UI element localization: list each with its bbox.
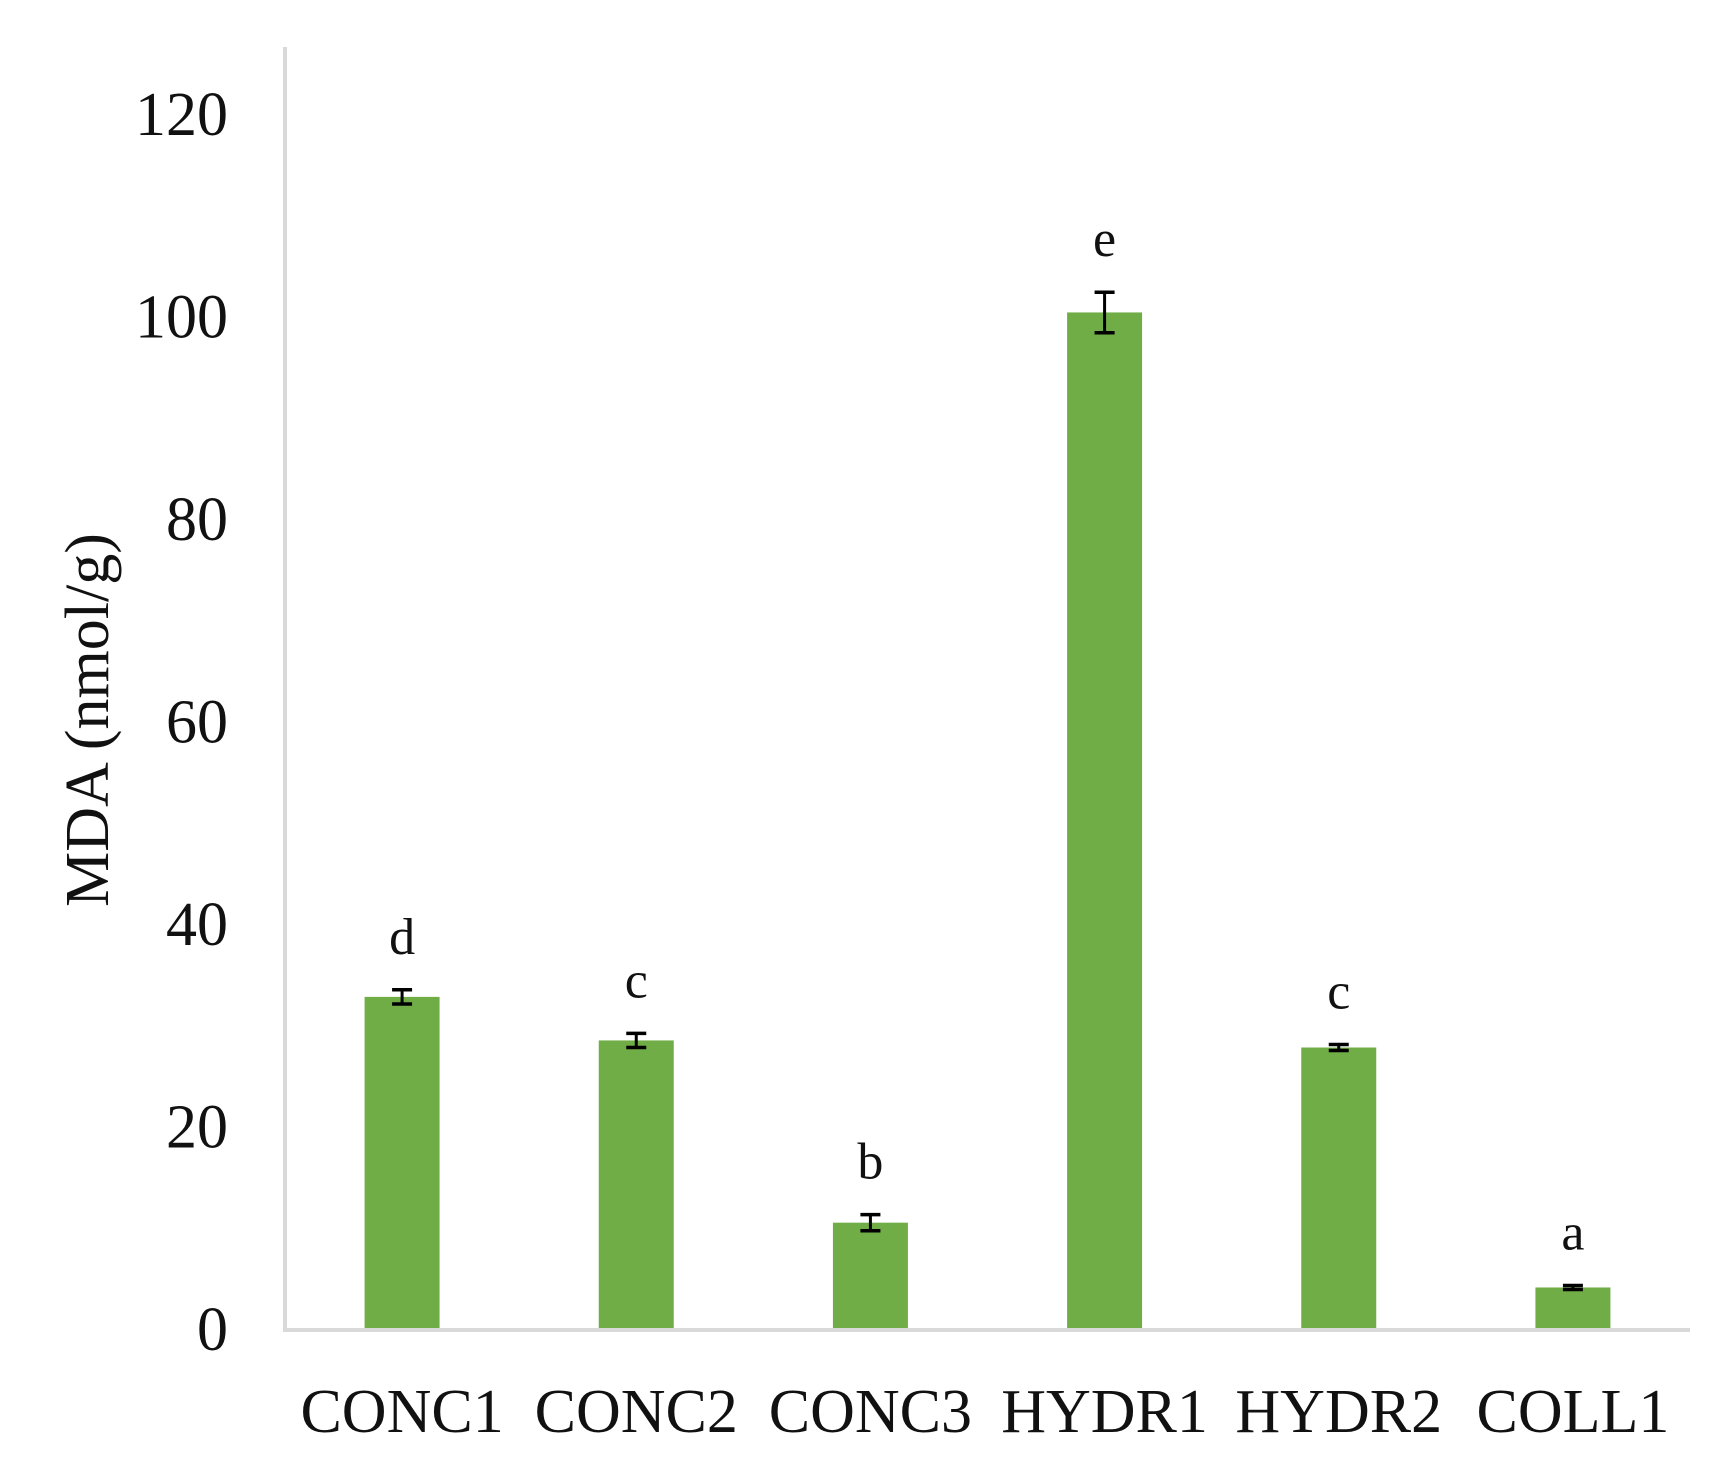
bar-hydr2 (1301, 1047, 1377, 1330)
error-bar (1562, 1283, 1583, 1292)
x-tick-label: HYDR1 (1001, 1378, 1208, 1446)
bar-coll1 (1535, 1287, 1611, 1330)
y-axis-title: MDA (nmol/g) (54, 533, 122, 907)
significance-letter: e (1093, 211, 1116, 268)
bar-conc1 (364, 996, 440, 1330)
x-tick-label: CONC1 (300, 1378, 503, 1446)
significance-letter: c (1327, 963, 1350, 1020)
y-tick-label: 20 (166, 1094, 228, 1162)
significance-letters: d c b e c a (389, 211, 1584, 1261)
error-bar (860, 1212, 881, 1233)
bar-conc2 (598, 1040, 674, 1330)
bar-conc3 (832, 1222, 908, 1330)
y-tick-label: 100 (135, 284, 228, 352)
error-bar (1094, 290, 1115, 335)
x-tick-label: COLL1 (1476, 1378, 1669, 1446)
x-tick-label: HYDR2 (1235, 1378, 1442, 1446)
y-axis-ticks: 0 20 40 60 80 100 120 (135, 81, 228, 1364)
y-tick-label: 120 (135, 81, 228, 149)
x-tick-label: CONC2 (535, 1378, 738, 1446)
error-bar (626, 1031, 647, 1050)
y-tick-label: 0 (197, 1296, 228, 1364)
y-tick-label: 40 (166, 891, 228, 959)
x-tick-label: CONC3 (769, 1378, 972, 1446)
significance-letter: c (625, 952, 648, 1009)
bar-hydr1 (1067, 312, 1143, 1330)
error-bars (392, 290, 1583, 1292)
significance-letter: a (1561, 1204, 1584, 1261)
error-bar (392, 988, 413, 1006)
significance-letter: b (857, 1134, 883, 1191)
error-bar (1328, 1042, 1349, 1053)
axes (283, 47, 1690, 1332)
x-axis-labels: CONC1 CONC2 CONC3 HYDR1 HYDR2 COLL1 (300, 1378, 1669, 1446)
significance-letter: d (389, 909, 415, 966)
y-tick-label: 80 (166, 486, 228, 554)
y-tick-label: 60 (166, 689, 228, 757)
bars (364, 312, 1611, 1330)
